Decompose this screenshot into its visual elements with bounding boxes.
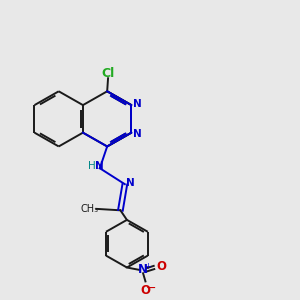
Text: N: N	[94, 161, 103, 171]
Text: CH₃: CH₃	[81, 204, 99, 214]
Text: N: N	[134, 99, 142, 109]
Text: +: +	[144, 262, 151, 271]
Text: N: N	[138, 263, 148, 276]
Text: −: −	[146, 282, 156, 295]
Text: N: N	[126, 178, 135, 188]
Text: N: N	[134, 129, 142, 139]
Text: O: O	[140, 284, 150, 297]
Text: O: O	[156, 260, 166, 273]
Text: Cl: Cl	[101, 67, 115, 80]
Text: H: H	[88, 161, 95, 171]
